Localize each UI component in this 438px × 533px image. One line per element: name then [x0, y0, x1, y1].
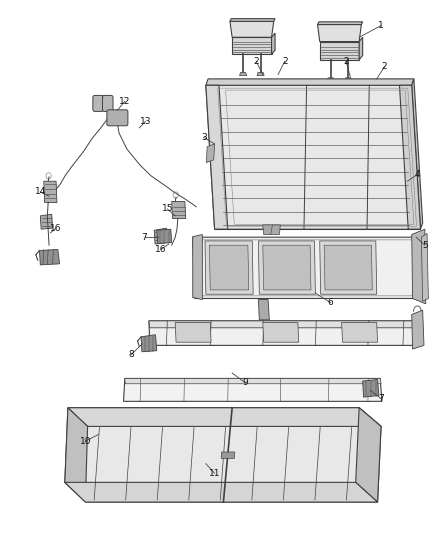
Text: 9: 9: [242, 378, 248, 387]
Text: 2: 2: [382, 62, 387, 71]
Text: 8: 8: [128, 350, 134, 359]
Polygon shape: [263, 322, 299, 342]
Text: 16: 16: [50, 224, 62, 232]
Circle shape: [275, 327, 286, 340]
Polygon shape: [399, 85, 420, 229]
Polygon shape: [412, 229, 426, 304]
Polygon shape: [209, 245, 249, 290]
Text: 16: 16: [155, 245, 167, 254]
Polygon shape: [412, 79, 423, 229]
Polygon shape: [206, 85, 228, 229]
Text: 15: 15: [162, 205, 173, 213]
Polygon shape: [258, 241, 315, 294]
FancyBboxPatch shape: [107, 110, 128, 126]
Text: 10: 10: [80, 437, 91, 446]
Text: 2: 2: [282, 57, 287, 66]
Polygon shape: [230, 21, 274, 37]
Polygon shape: [206, 144, 215, 163]
Text: 4: 4: [414, 171, 420, 179]
Polygon shape: [157, 229, 172, 244]
Polygon shape: [324, 245, 372, 290]
Polygon shape: [356, 408, 381, 502]
Polygon shape: [193, 235, 202, 300]
Polygon shape: [318, 22, 363, 25]
Polygon shape: [421, 233, 428, 301]
Polygon shape: [318, 25, 361, 42]
Polygon shape: [65, 482, 378, 502]
FancyBboxPatch shape: [93, 95, 103, 111]
Text: 3: 3: [201, 133, 207, 142]
Polygon shape: [230, 19, 275, 21]
Text: 2: 2: [343, 57, 349, 66]
Polygon shape: [327, 78, 334, 81]
Polygon shape: [320, 42, 359, 60]
Circle shape: [354, 327, 364, 340]
Polygon shape: [125, 378, 381, 384]
Text: 14: 14: [35, 188, 46, 196]
Text: 1: 1: [378, 21, 384, 30]
Polygon shape: [205, 241, 253, 294]
Polygon shape: [258, 300, 269, 320]
Polygon shape: [240, 72, 247, 76]
Polygon shape: [272, 33, 275, 54]
Polygon shape: [65, 408, 381, 502]
Polygon shape: [412, 310, 424, 349]
Polygon shape: [68, 408, 381, 426]
FancyBboxPatch shape: [102, 95, 113, 111]
Polygon shape: [40, 214, 53, 229]
Text: 11: 11: [209, 469, 220, 478]
Polygon shape: [345, 78, 352, 81]
Text: 5: 5: [422, 241, 428, 249]
Polygon shape: [154, 228, 167, 244]
Text: 2: 2: [254, 57, 259, 66]
Polygon shape: [39, 249, 60, 265]
Text: 6: 6: [328, 298, 334, 307]
Polygon shape: [221, 452, 235, 458]
Circle shape: [187, 327, 198, 340]
Polygon shape: [206, 85, 420, 229]
Polygon shape: [206, 79, 414, 85]
Polygon shape: [44, 181, 57, 203]
Polygon shape: [342, 322, 378, 342]
Polygon shape: [141, 335, 157, 352]
Polygon shape: [124, 378, 382, 401]
Polygon shape: [257, 72, 264, 76]
Polygon shape: [320, 241, 377, 294]
Text: 13: 13: [140, 117, 151, 126]
Polygon shape: [149, 321, 420, 345]
Polygon shape: [172, 201, 186, 219]
Polygon shape: [263, 225, 280, 235]
Polygon shape: [175, 322, 211, 342]
Text: 12: 12: [119, 97, 131, 106]
Polygon shape: [363, 379, 379, 397]
Polygon shape: [149, 321, 417, 328]
Text: 7: 7: [378, 394, 384, 403]
Polygon shape: [193, 237, 424, 298]
Text: 7: 7: [141, 233, 148, 241]
Polygon shape: [359, 37, 363, 60]
Polygon shape: [232, 37, 272, 54]
Polygon shape: [65, 408, 88, 502]
Polygon shape: [263, 245, 311, 290]
